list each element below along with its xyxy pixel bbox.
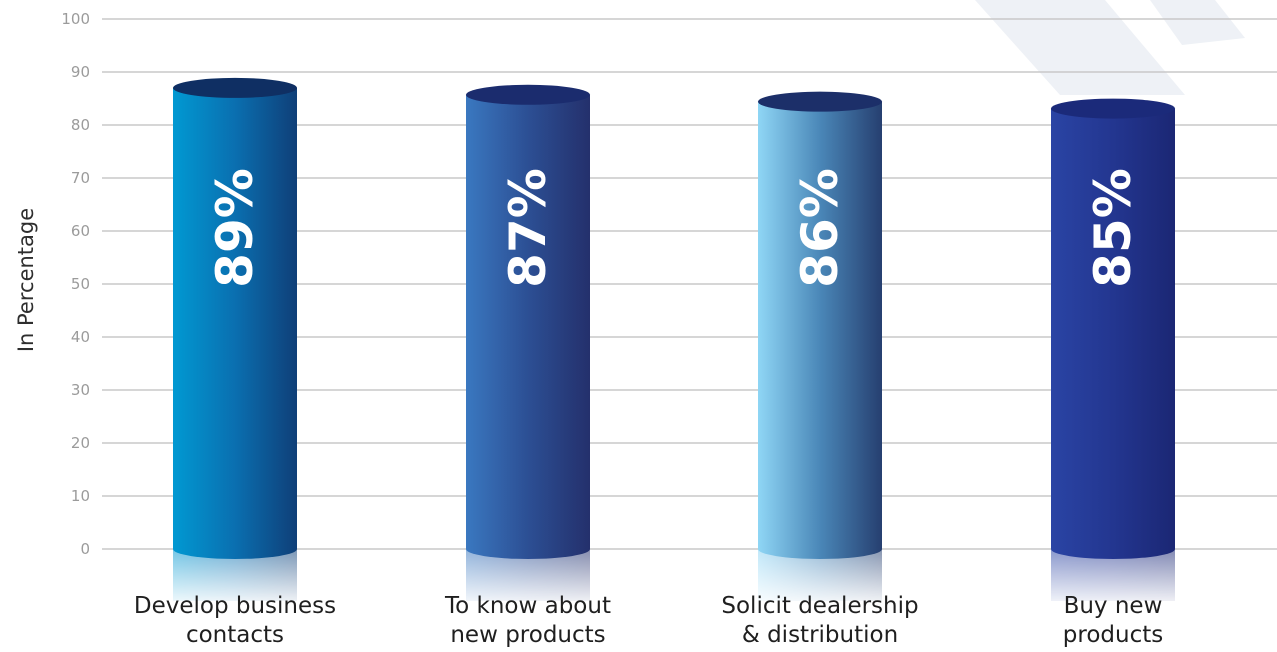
y-tick-label: 40 xyxy=(71,328,90,346)
bar-value-label: 87% xyxy=(499,168,557,288)
bar-value-label: 86% xyxy=(791,168,849,288)
category-label: products xyxy=(1063,622,1163,648)
y-tick-label: 80 xyxy=(71,116,90,134)
decor-stripe xyxy=(1150,0,1245,45)
bar-cap xyxy=(1051,98,1175,119)
category-label: contacts xyxy=(186,622,284,648)
category-label: Solicit dealership xyxy=(721,593,918,619)
category-label: & distribution xyxy=(742,622,898,648)
category-label: Buy new xyxy=(1064,593,1163,619)
bar xyxy=(466,94,590,559)
bar xyxy=(173,87,297,559)
bar-cap xyxy=(173,77,297,98)
y-tick-label: 50 xyxy=(71,275,90,293)
y-tick-label: 20 xyxy=(71,434,90,452)
decor-stripe xyxy=(975,0,1185,95)
labels: 0 10 20 30 40 50 60 70 80 90 100 In Percentage 89% De… xyxy=(14,10,1163,648)
bar-cap xyxy=(466,84,590,105)
category-label: Develop business xyxy=(134,593,336,619)
y-tick-label: 0 xyxy=(80,540,90,558)
category-label: To know about xyxy=(444,593,611,619)
y-axis-label: In Percentage xyxy=(14,208,38,352)
bar xyxy=(1051,108,1175,559)
y-tick-label: 70 xyxy=(71,169,90,187)
y-tick-label: 90 xyxy=(71,63,90,81)
y-tick-label: 60 xyxy=(71,222,90,240)
bars xyxy=(173,77,1175,560)
y-tick-label: 100 xyxy=(61,10,90,28)
bar xyxy=(758,101,882,560)
bar-reflections xyxy=(173,549,1175,601)
background-decor xyxy=(975,0,1245,95)
y-tick-label: 10 xyxy=(71,487,90,505)
bar-value-label: 89% xyxy=(206,168,264,288)
y-tick-label: 30 xyxy=(71,381,90,399)
bar-cap xyxy=(758,91,882,112)
bar-value-label: 85% xyxy=(1084,168,1142,288)
grid xyxy=(102,18,1277,550)
category-label: new products xyxy=(450,622,605,648)
